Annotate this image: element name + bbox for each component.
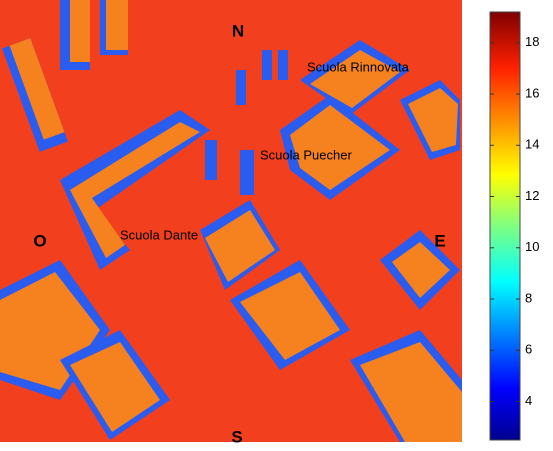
place-label: Scuola Dante (120, 227, 198, 242)
compass-west: O (33, 231, 46, 250)
colorbar-tick-label: 10 (525, 239, 539, 254)
compass-north: N (232, 21, 244, 40)
colorbar-gradient (490, 12, 520, 440)
colorbar-tick-label: 4 (525, 393, 532, 408)
colorbar-tick-label: 6 (525, 342, 532, 357)
compass-south: S (231, 427, 242, 446)
colorbar-tick-label: 8 (525, 290, 532, 305)
colorbar-tick-label: 16 (525, 85, 539, 100)
colorbar-tick-label: 12 (525, 188, 539, 203)
compass-east: E (434, 231, 445, 250)
figure: N S E O Scuola Rinnovata Scuola Puecher … (0, 0, 553, 451)
colorbar: 4 6 8 10 12 14 16 18 (490, 12, 539, 440)
place-label: Scuola Puecher (260, 147, 352, 162)
colorbar-tick-label: 18 (525, 34, 539, 49)
place-label: Scuola Rinnovata (307, 59, 410, 74)
colorbar-tick-label: 14 (525, 137, 539, 152)
map: N S E O Scuola Rinnovata Scuola Puecher … (0, 0, 462, 446)
